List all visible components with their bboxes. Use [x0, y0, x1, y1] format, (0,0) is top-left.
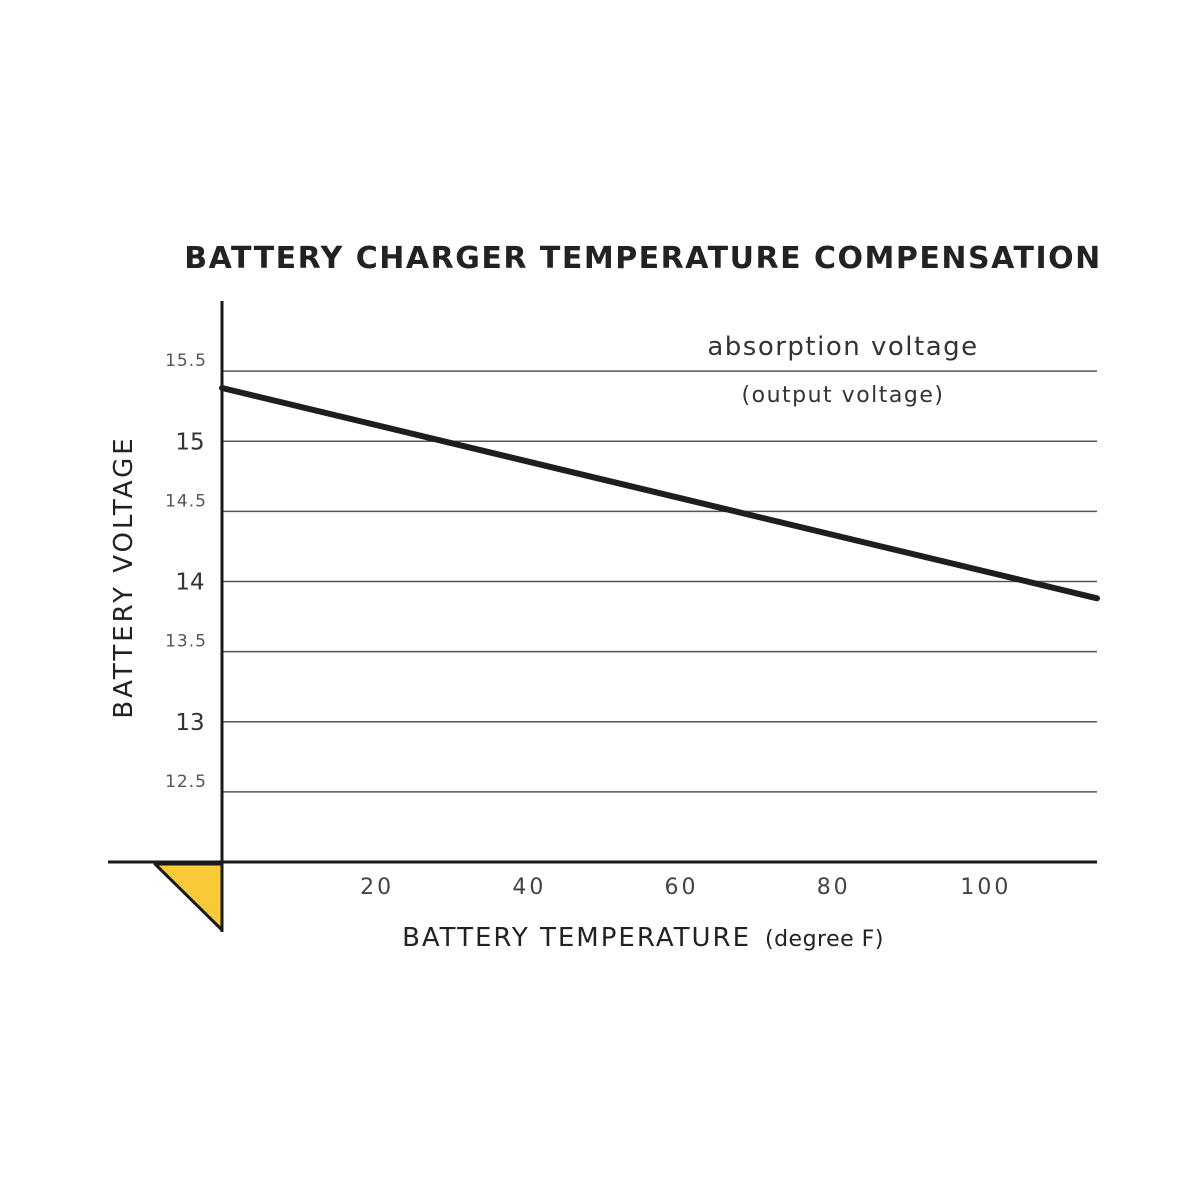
annotation-output-voltage: (output voltage) — [742, 383, 945, 408]
grid-lines — [222, 370, 1097, 793]
y-tick-label: 15 — [175, 429, 204, 455]
x-tick-label: 100 — [960, 875, 1011, 900]
y-tick-label: 14.5 — [165, 491, 207, 511]
x-tick-label: 80 — [817, 875, 851, 900]
series-layer — [219, 385, 1100, 602]
y-tick-label: 15.5 — [165, 351, 207, 371]
series-line-0 — [219, 385, 1100, 602]
y-axis-label: BATTERY VOLTAGE — [109, 435, 139, 718]
y-tick-label: 14 — [175, 570, 204, 596]
x-axis-label: BATTERY TEMPERATURE (degree F) — [402, 923, 884, 953]
x-axis-label-unit: (degree F) — [765, 927, 884, 952]
x-tick-labels: 20 40 60 80 100 — [360, 875, 1011, 900]
y-tick-label: 13 — [175, 710, 204, 736]
x-tick-label: 60 — [665, 875, 699, 900]
x-tick-label: 20 — [360, 875, 394, 900]
chart-title: BATTERY CHARGER TEMPERATURE COMPENSATION — [184, 241, 1101, 276]
annotation-absorption-voltage: absorption voltage — [707, 332, 978, 362]
origin-marker-icon — [153, 862, 224, 932]
x-tick-label: 40 — [512, 875, 546, 900]
y-tick-labels: 12.5 13 13.5 14 14.5 15 15.5 — [165, 351, 207, 792]
y-tick-label: 13.5 — [165, 632, 207, 652]
x-axis-label-main: BATTERY TEMPERATURE — [402, 923, 751, 953]
y-tick-label: 12.5 — [165, 772, 207, 792]
